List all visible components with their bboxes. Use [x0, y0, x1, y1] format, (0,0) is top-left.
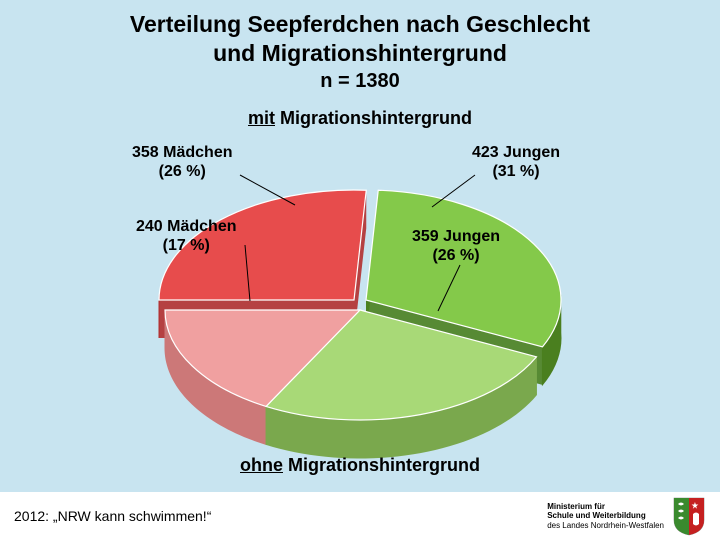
subtitle-mit: mit Migrationshintergrund [0, 108, 720, 129]
label-maedchen-ohne: 240 Mädchen (17 %) [136, 217, 236, 255]
title-line-2: und Migrationshintergrund [0, 39, 720, 68]
mit-prefix: mit [248, 108, 275, 128]
nrw-logo-icon [672, 496, 706, 536]
pie-chart-svg [80, 135, 640, 465]
ohne-rest: Migrationshintergrund [283, 455, 480, 475]
label-maedchen-mit: 358 Mädchen (26 %) [132, 143, 232, 181]
footer: 2012: „NRW kann schwimmen!“ Ministerium … [0, 492, 720, 540]
title-block: Verteilung Seepferdchen nach Geschlecht … [0, 0, 720, 93]
title-line-1: Verteilung Seepferdchen nach Geschlecht [0, 10, 720, 39]
ministry-text: Ministerium für Schule und Weiterbildung… [547, 502, 664, 530]
label-jungen-mit: 423 Jungen (31 %) [472, 143, 560, 181]
n-label: n = 1380 [0, 70, 720, 93]
subtitle-ohne: ohne Migrationshintergrund [0, 455, 720, 476]
mit-rest: Migrationshintergrund [275, 108, 472, 128]
footer-left-text: 2012: „NRW kann schwimmen!“ [14, 508, 211, 524]
footer-right: Ministerium für Schule und Weiterbildung… [547, 496, 706, 536]
ohne-prefix: ohne [240, 455, 283, 475]
label-jungen-ohne: 359 Jungen (26 %) [412, 227, 500, 265]
pie-chart: 358 Mädchen (26 %) 423 Jungen (31 %) 359… [80, 135, 640, 465]
